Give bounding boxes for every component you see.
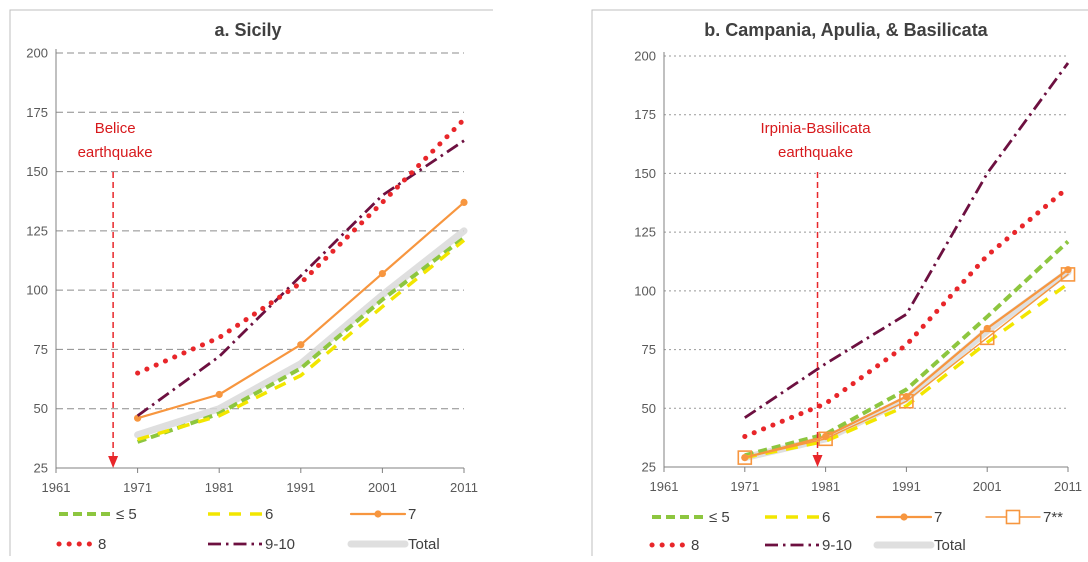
y-tick-label: 150 [26, 164, 48, 179]
x-tick-label: 2011 [450, 480, 478, 495]
x-tick-label: 2001 [973, 479, 1002, 494]
y-tick-label: 200 [26, 46, 48, 61]
chart-title: a. Sicily [214, 20, 281, 40]
data-point-s7 [983, 324, 991, 333]
series-line-s7 [136, 201, 466, 420]
event-arrow-head [812, 455, 823, 467]
data-point-s7 [1064, 266, 1072, 274]
series-line-s8 [135, 116, 467, 376]
x-tick-label: 1971 [730, 479, 759, 494]
y-tick-label: 100 [26, 283, 48, 298]
y-tick-label: 25 [642, 460, 656, 475]
event-arrow-head [108, 456, 119, 468]
x-tick-label: 1961 [42, 480, 71, 495]
legend-label-s7ss: 7** [1043, 509, 1063, 526]
y-tick-label: 50 [642, 401, 656, 416]
event-label: earthquake [78, 144, 153, 161]
legend-label-s7: 7 [934, 509, 942, 526]
legend-label-s8: 8 [98, 536, 106, 553]
x-tick-label: 1961 [650, 479, 679, 494]
event-label: Irpinia-Basilicata [760, 120, 871, 137]
series-line-s7ss [744, 273, 1069, 459]
legend-label-s8: 8 [691, 537, 699, 554]
legend-marker-s7 [374, 510, 382, 518]
legend-label-s6: 6 [822, 509, 830, 526]
legend-label-s6: 6 [265, 506, 273, 523]
legend-label-total: Total [408, 536, 440, 553]
series-line-s910 [136, 139, 465, 417]
event-label: earthquake [778, 144, 853, 161]
y-tick-label: 200 [634, 49, 656, 64]
series-line-total [741, 268, 1072, 462]
y-tick-label: 175 [634, 107, 656, 122]
event-label: Belice [95, 120, 136, 137]
y-tick-label: 125 [634, 225, 656, 240]
y-tick-label: 75 [642, 342, 656, 357]
legend-label-s910: 9-10 [822, 537, 852, 554]
y-tick-label: 50 [34, 401, 48, 416]
series-line-s910 [744, 62, 1070, 419]
x-tick-label: 1991 [892, 479, 921, 494]
chart-frame [591, 9, 1088, 556]
data-point-s7ss [737, 450, 753, 465]
data-point-s7 [134, 414, 142, 422]
chart-panel-b: b. Campania, Apulia, & Basilicata 25 50 75 1… [591, 9, 1088, 556]
x-tick-label: 1991 [286, 480, 315, 495]
x-tick-label: 1981 [205, 480, 234, 495]
data-point-s7 [215, 390, 223, 399]
series-line-le5 [744, 240, 1070, 458]
series-line-s6 [744, 282, 1070, 460]
x-tick-label: 1981 [811, 479, 840, 494]
chart-panel-a: a. Sicily 25 50 75 100 125 150 175 200 1961 1971 19… [9, 9, 493, 556]
series-line-le5 [136, 236, 466, 444]
y-tick-label: 150 [634, 166, 656, 181]
data-point-s7 [902, 392, 911, 401]
legend-marker-s7 [900, 513, 908, 521]
data-point-s7 [460, 198, 468, 206]
data-point-s7 [297, 341, 305, 349]
y-tick-label: 175 [26, 105, 48, 120]
y-tick-label: 75 [34, 342, 48, 357]
series-line-s7 [743, 268, 1070, 459]
series-line-s8 [742, 185, 1071, 439]
chart-frame [9, 9, 493, 556]
data-point-s7 [741, 454, 749, 462]
legend-label-total: Total [934, 537, 966, 554]
series-line-s6 [137, 238, 466, 442]
data-point-s7 [822, 432, 830, 441]
y-tick-label: 25 [34, 461, 48, 476]
legend-marker-s7ss [1005, 509, 1021, 525]
legend-label-le5: ≤ 5 [116, 506, 137, 523]
chart-title: b. Campania, Apulia, & Basilicata [704, 20, 988, 40]
x-tick-label: 2011 [1054, 479, 1082, 494]
x-tick-label: 2001 [368, 480, 397, 495]
legend-label-s910: 9-10 [265, 536, 295, 553]
data-point-s7 [378, 269, 386, 278]
y-tick-label: 100 [634, 283, 656, 298]
x-tick-label: 1971 [123, 480, 152, 495]
series-line-total [134, 227, 468, 439]
legend-label-s7: 7 [408, 506, 416, 523]
y-tick-label: 125 [26, 223, 48, 238]
legend-label-le5: ≤ 5 [709, 509, 730, 526]
